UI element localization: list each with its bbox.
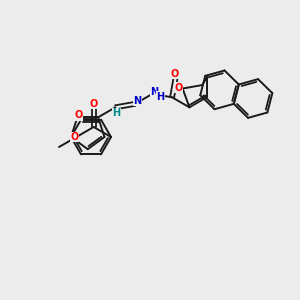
Text: N: N [150, 87, 158, 97]
Text: O: O [90, 99, 98, 109]
Text: H: H [112, 108, 121, 118]
Text: O: O [74, 110, 83, 120]
Text: O: O [70, 132, 79, 142]
Text: N: N [133, 96, 141, 106]
Text: O: O [170, 69, 179, 79]
Text: H: H [156, 92, 164, 102]
Text: O: O [175, 82, 183, 92]
